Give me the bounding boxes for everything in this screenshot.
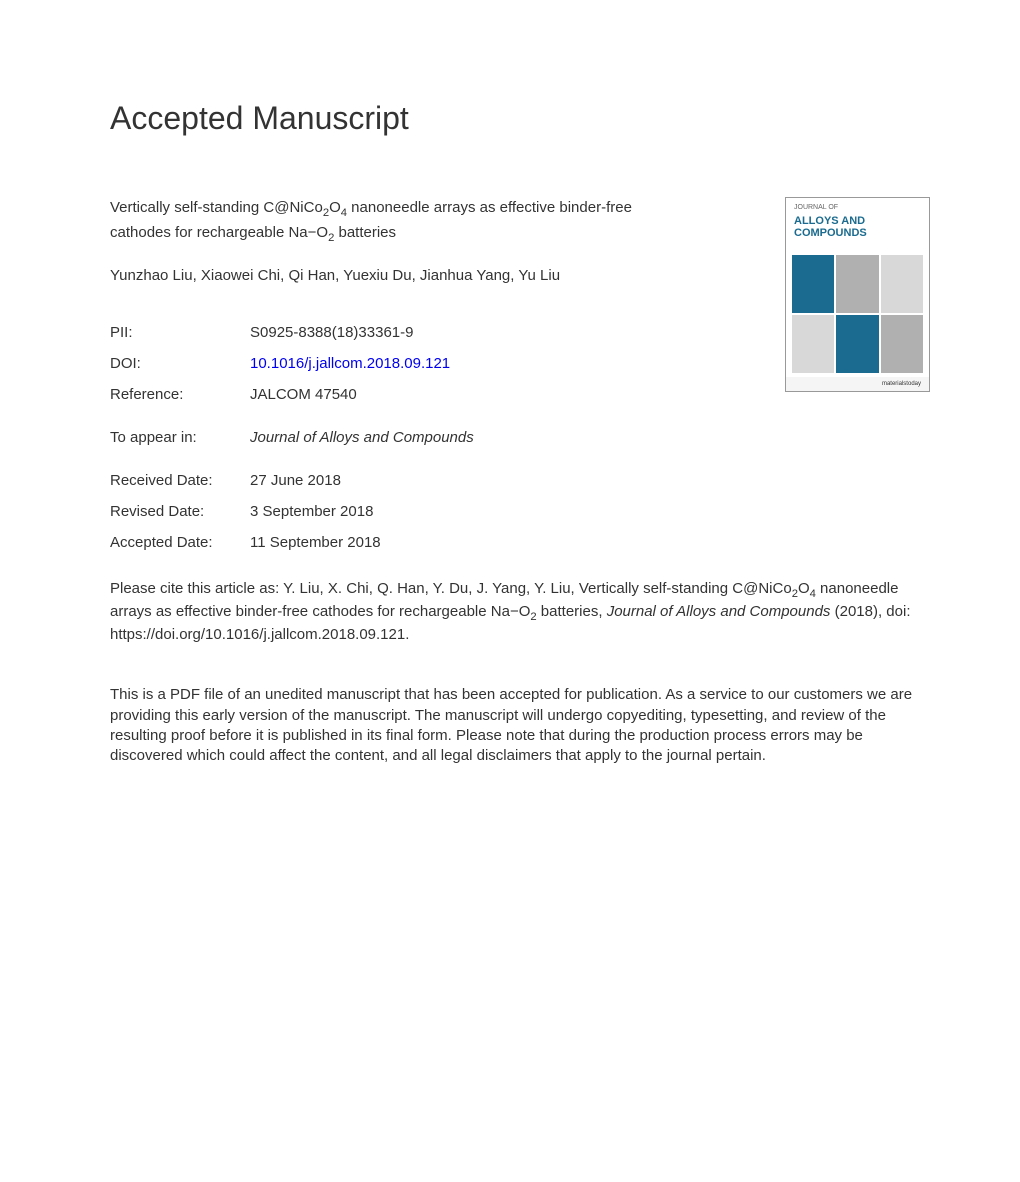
content-area: JOURNAL OF ALLOYS AND COMPOUNDS material… [110, 197, 930, 766]
cover-overline: JOURNAL OF [786, 198, 929, 215]
cover-tile [836, 315, 878, 373]
meta-value: 11 September 2018 [250, 534, 381, 551]
disclaimer-text: This is a PDF file of an unedited manusc… [110, 685, 930, 766]
cover-journal-line1: ALLOYS AND [786, 215, 929, 227]
meta-value: 3 September 2018 [250, 503, 373, 520]
meta-row-revised: Revised Date: 3 September 2018 [110, 503, 930, 520]
cover-tile [881, 255, 923, 313]
cover-subtitle [786, 239, 929, 251]
citation-text: Please cite this article as: Y. Liu, X. … [110, 579, 930, 646]
meta-label: Received Date: [110, 472, 250, 489]
article-authors: Yunzhao Liu, Xiaowei Chi, Qi Han, Yuexiu… [110, 267, 670, 284]
meta-label: Accepted Date: [110, 534, 250, 551]
meta-row-received: Received Date: 27 June 2018 [110, 472, 930, 489]
meta-row-appear: To appear in: Journal of Alloys and Comp… [110, 429, 930, 446]
meta-label: DOI: [110, 355, 250, 372]
meta-value: S0925-8388(18)33361-9 [250, 324, 413, 341]
meta-row-accepted: Accepted Date: 11 September 2018 [110, 534, 930, 551]
article-title: Vertically self-standing C@NiCo2O4 nanon… [110, 197, 670, 247]
cover-tile [881, 315, 923, 373]
cover-footer: materialstoday [786, 377, 929, 391]
doi-link[interactable]: 10.1016/j.jallcom.2018.09.121 [250, 355, 450, 372]
cover-tile [792, 315, 834, 373]
meta-value: JALCOM 47540 [250, 386, 357, 403]
cover-tile [836, 255, 878, 313]
meta-label: PII: [110, 324, 250, 341]
page-heading: Accepted Manuscript [110, 100, 930, 137]
meta-label: To appear in: [110, 429, 250, 446]
cover-tile [792, 255, 834, 313]
meta-value: 27 June 2018 [250, 472, 341, 489]
meta-value: Journal of Alloys and Compounds [250, 429, 474, 446]
article-title-block: Vertically self-standing C@NiCo2O4 nanon… [110, 197, 670, 247]
cover-journal-line2: COMPOUNDS [786, 227, 929, 239]
meta-label: Reference: [110, 386, 250, 403]
cover-tile-grid [786, 251, 929, 377]
meta-label: Revised Date: [110, 503, 250, 520]
journal-cover-thumbnail: JOURNAL OF ALLOYS AND COMPOUNDS material… [785, 197, 930, 392]
